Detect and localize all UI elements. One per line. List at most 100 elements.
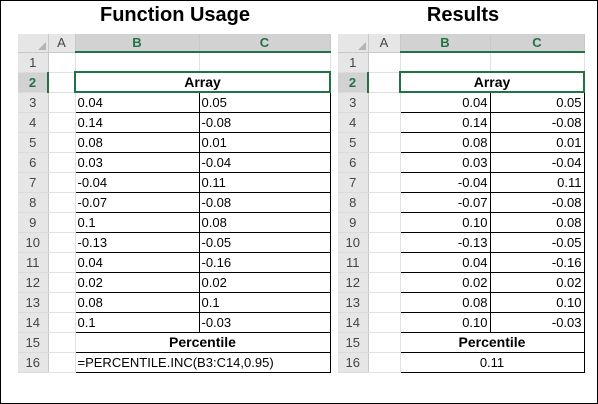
array-header-cell[interactable]: Array <box>399 71 585 93</box>
array-cell[interactable]: 0.10 <box>399 311 491 333</box>
array-cell[interactable]: -0.07 <box>399 191 491 213</box>
cell-a[interactable] <box>48 192 76 213</box>
row-header[interactable]: 15 <box>18 332 49 353</box>
cell-a[interactable] <box>48 152 76 173</box>
array-cell[interactable]: 0.08 <box>74 131 200 153</box>
row-header[interactable]: 6 <box>18 152 49 173</box>
cell-a[interactable] <box>368 52 401 73</box>
array-cell[interactable]: -0.13 <box>399 231 491 253</box>
percentile-result-cell[interactable]: 0.11 <box>399 351 585 373</box>
column-header[interactable]: C <box>199 34 331 53</box>
percentile-formula-cell[interactable]: =PERCENTILE.INC(B3:C14,0.95) <box>74 351 331 373</box>
select-all-corner[interactable] <box>338 34 369 53</box>
array-cell[interactable]: 0.01 <box>489 131 585 153</box>
array-cell[interactable]: -0.03 <box>489 311 585 333</box>
cell-a[interactable] <box>48 52 76 73</box>
cell-a[interactable] <box>48 232 76 253</box>
cell-a[interactable] <box>48 332 76 353</box>
cell-a[interactable] <box>48 292 76 313</box>
cell-a[interactable] <box>368 352 401 373</box>
array-cell[interactable]: -0.13 <box>74 231 200 253</box>
row-header[interactable]: 6 <box>338 152 369 173</box>
array-cell[interactable]: 0.08 <box>399 131 491 153</box>
cell-a[interactable] <box>48 352 76 373</box>
column-header[interactable]: C <box>490 34 585 53</box>
row-header[interactable]: 4 <box>18 112 49 133</box>
cell-a[interactable] <box>48 112 76 133</box>
row-header[interactable]: 2 <box>338 72 369 93</box>
cell-a[interactable] <box>48 172 76 193</box>
row-header[interactable]: 14 <box>18 312 49 333</box>
row-header[interactable]: 12 <box>18 272 49 293</box>
array-cell[interactable]: 0.11 <box>489 171 585 193</box>
cell-a[interactable] <box>48 72 76 93</box>
cell-c1[interactable] <box>490 52 585 73</box>
row-header[interactable]: 9 <box>18 212 49 233</box>
array-cell[interactable]: 0.05 <box>489 91 585 113</box>
array-cell[interactable]: 0.05 <box>198 91 331 113</box>
row-header[interactable]: 5 <box>18 132 49 153</box>
array-cell[interactable]: 0.01 <box>198 131 331 153</box>
array-cell[interactable]: 0.14 <box>399 111 491 133</box>
array-cell[interactable]: -0.16 <box>489 251 585 273</box>
row-header[interactable]: 13 <box>338 292 369 313</box>
column-header[interactable]: A <box>48 34 76 53</box>
array-cell[interactable]: 0.08 <box>489 211 585 233</box>
cell-a[interactable] <box>368 332 401 353</box>
row-header[interactable]: 7 <box>18 172 49 193</box>
array-cell[interactable]: -0.08 <box>198 111 331 133</box>
array-cell[interactable]: -0.05 <box>198 231 331 253</box>
row-header[interactable]: 10 <box>338 232 369 253</box>
array-cell[interactable]: 0.02 <box>399 271 491 293</box>
array-cell[interactable]: 0.1 <box>74 311 200 333</box>
row-header[interactable]: 16 <box>18 352 49 373</box>
percentile-label-cell[interactable]: Percentile <box>399 331 585 353</box>
select-all-corner[interactable] <box>18 34 49 53</box>
column-header[interactable]: B <box>400 34 491 53</box>
row-header[interactable]: 3 <box>338 92 369 113</box>
row-header[interactable]: 15 <box>338 332 369 353</box>
cell-a[interactable] <box>48 92 76 113</box>
cell-a[interactable] <box>368 112 401 133</box>
row-header[interactable]: 11 <box>18 252 49 273</box>
array-cell[interactable]: -0.08 <box>198 191 331 213</box>
array-cell[interactable]: -0.04 <box>489 151 585 173</box>
cell-a[interactable] <box>368 232 401 253</box>
row-header[interactable]: 8 <box>338 192 369 213</box>
array-header-cell[interactable]: Array <box>74 71 331 93</box>
array-cell[interactable]: 0.03 <box>399 151 491 173</box>
array-cell[interactable]: 0.08 <box>74 291 200 313</box>
row-header[interactable]: 5 <box>338 132 369 153</box>
array-cell[interactable]: -0.04 <box>74 171 200 193</box>
row-header[interactable]: 13 <box>18 292 49 313</box>
array-cell[interactable]: -0.08 <box>489 191 585 213</box>
row-header[interactable]: 11 <box>338 252 369 273</box>
array-cell[interactable]: -0.03 <box>198 311 331 333</box>
cell-a[interactable] <box>368 132 401 153</box>
array-cell[interactable]: 0.02 <box>198 271 331 293</box>
row-header[interactable]: 16 <box>338 352 369 373</box>
row-header[interactable]: 7 <box>338 172 369 193</box>
array-cell[interactable]: 0.14 <box>74 111 200 133</box>
array-cell[interactable]: 0.10 <box>399 211 491 233</box>
cell-a[interactable] <box>48 132 76 153</box>
cell-a[interactable] <box>368 152 401 173</box>
array-cell[interactable]: -0.16 <box>198 251 331 273</box>
array-cell[interactable]: 0.04 <box>399 91 491 113</box>
cell-b1[interactable] <box>75 52 200 73</box>
array-cell[interactable]: 0.02 <box>74 271 200 293</box>
array-cell[interactable]: 0.04 <box>74 91 200 113</box>
array-cell[interactable]: 0.1 <box>198 291 331 313</box>
cell-a[interactable] <box>368 312 401 333</box>
row-header[interactable]: 10 <box>18 232 49 253</box>
array-cell[interactable]: 0.1 <box>74 211 200 233</box>
cell-a[interactable] <box>368 172 401 193</box>
column-header[interactable]: B <box>75 34 200 53</box>
row-header[interactable]: 2 <box>18 72 49 93</box>
cell-a[interactable] <box>48 252 76 273</box>
row-header[interactable]: 14 <box>338 312 369 333</box>
array-cell[interactable]: 0.04 <box>399 251 491 273</box>
array-cell[interactable]: 0.08 <box>399 291 491 313</box>
cell-a[interactable] <box>368 292 401 313</box>
cell-a[interactable] <box>368 192 401 213</box>
